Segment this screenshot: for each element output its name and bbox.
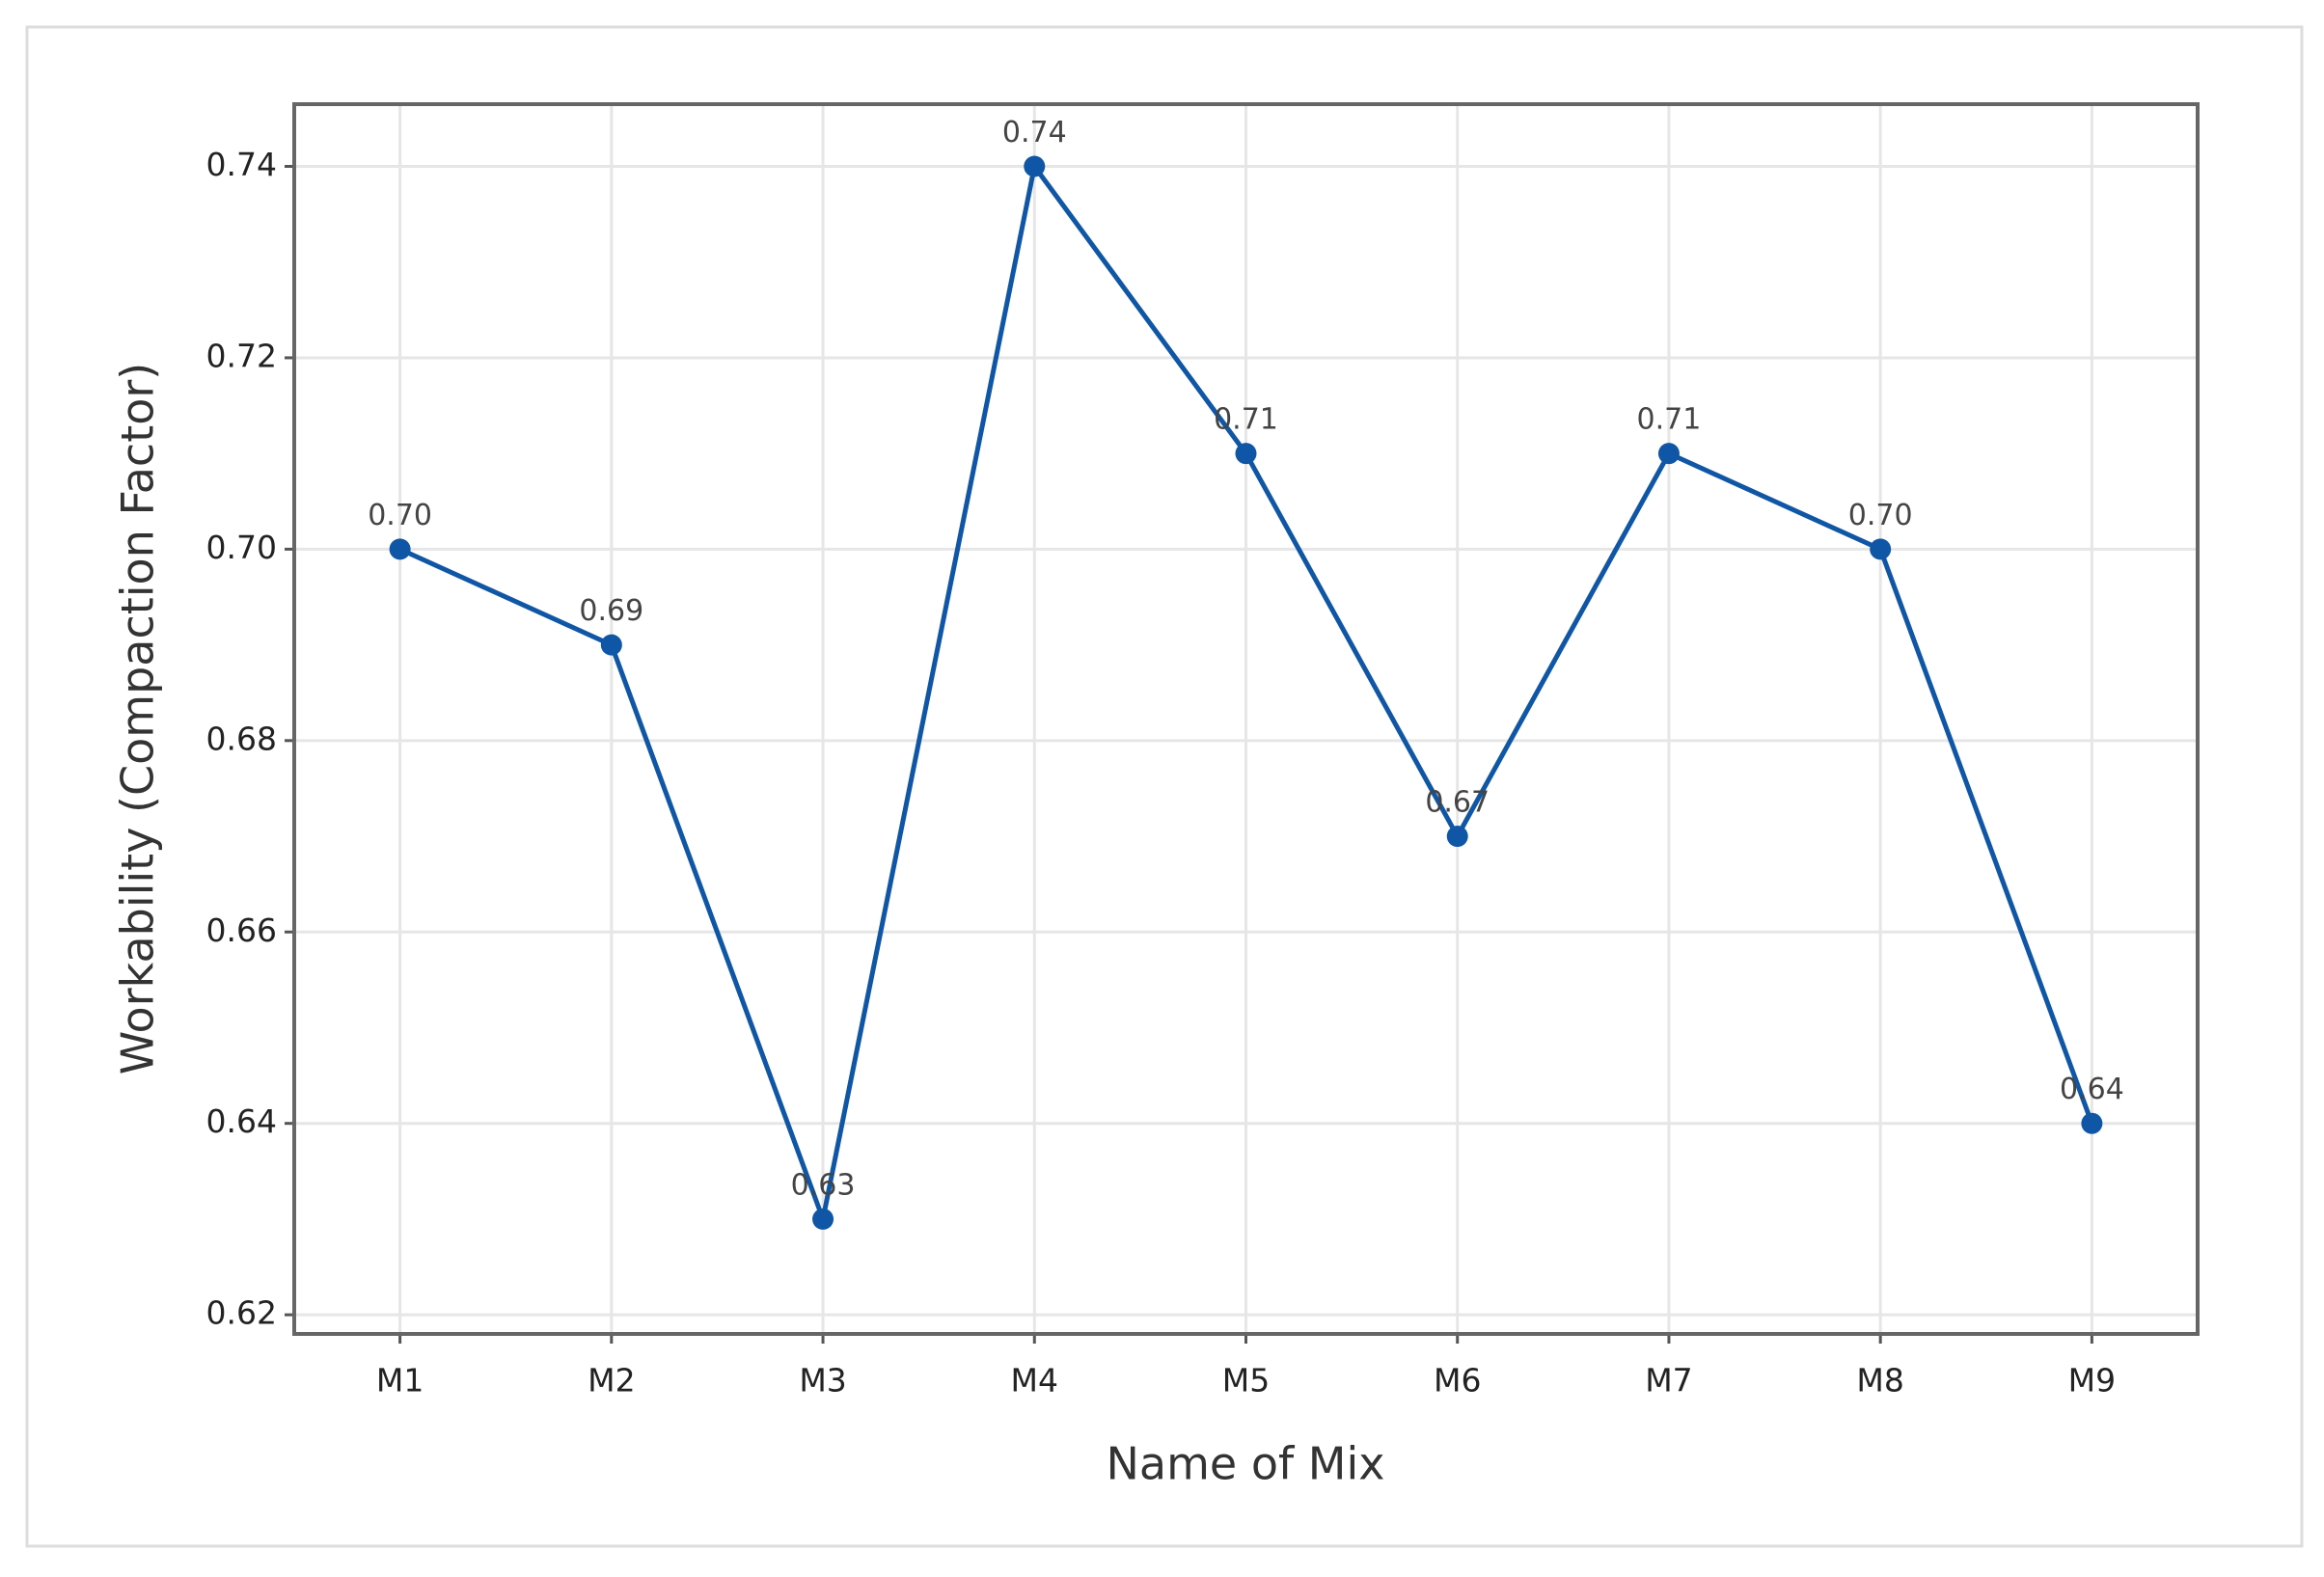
x-tick-label: M7 <box>1645 1362 1692 1400</box>
y-axis-title: Workability (Compaction Factor) <box>112 363 164 1074</box>
data-label: 0.67 <box>1425 786 1490 820</box>
frame <box>25 25 2304 1548</box>
y-tick-label: 0.66 <box>206 911 277 949</box>
y-tick-label: 0.72 <box>206 337 277 374</box>
data-label: 0.69 <box>579 594 643 628</box>
data-point <box>1024 155 1046 177</box>
data-point <box>1657 443 1680 465</box>
y-tick-label: 0.62 <box>206 1294 277 1332</box>
plot-border <box>292 102 2200 1336</box>
y-tick-label: 0.64 <box>206 1102 277 1140</box>
data-label: 0.64 <box>2060 1073 2124 1106</box>
data-label: 0.70 <box>368 499 432 532</box>
data-label: 0.63 <box>791 1168 856 1202</box>
x-tick-label: M8 <box>1856 1362 1903 1400</box>
x-tick-label: M4 <box>1011 1362 1058 1400</box>
x-tick-label: M2 <box>588 1362 635 1400</box>
x-tick-label: M6 <box>1434 1362 1481 1400</box>
data-point <box>389 538 411 560</box>
y-tick-label: 0.74 <box>206 146 277 183</box>
data-label: 0.71 <box>1214 403 1278 437</box>
data-point <box>600 634 622 656</box>
data-point <box>1870 538 1892 560</box>
y-tick-label: 0.68 <box>206 720 277 757</box>
data-label: 0.70 <box>1848 499 1913 532</box>
y-tick-label: 0.70 <box>206 529 277 566</box>
data-point <box>812 1208 834 1230</box>
x-tick-label: M5 <box>1222 1362 1270 1400</box>
x-axis-title: Name of Mix <box>1107 1438 1385 1490</box>
data-point <box>1446 826 1468 848</box>
data-point <box>2081 1112 2103 1134</box>
x-tick-label: M9 <box>2068 1362 2116 1400</box>
data-point <box>1235 443 1257 465</box>
x-tick-label: M3 <box>799 1362 846 1400</box>
data-label: 0.74 <box>1002 116 1067 150</box>
x-tick-label: M1 <box>376 1362 424 1400</box>
data-label: 0.71 <box>1637 403 1702 437</box>
